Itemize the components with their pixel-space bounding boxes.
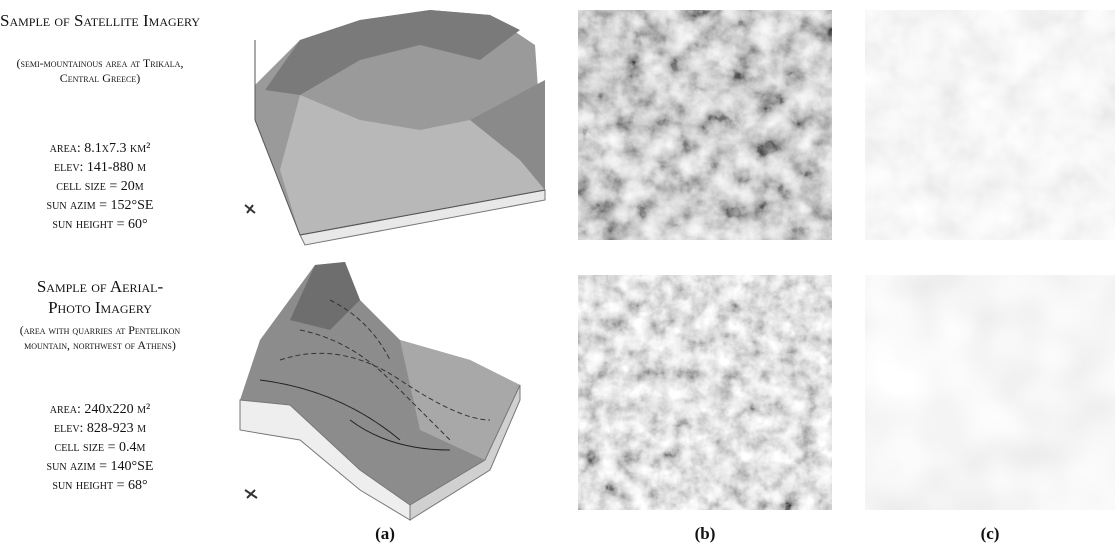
panel-detail: area: 8.1x7.3 km² — [0, 139, 200, 158]
caption: (c) — [960, 524, 1020, 544]
panel-detail: cell size = 0.4m — [0, 438, 200, 457]
panel-detail: sun azim = 152°SE — [0, 196, 200, 215]
panel-detail: sun height = 68° — [0, 476, 200, 495]
panel-title: Sample of Aerial-Photo Imagery — [20, 276, 180, 318]
caption: (a) — [355, 524, 415, 544]
caption: (b) — [675, 524, 735, 544]
panel-description: (semi-mountainous area at Trikala, Centr… — [10, 56, 190, 86]
panel-description: (area with quarries at Pentelikon mounta… — [10, 323, 190, 353]
shaded-relief-bottom — [865, 275, 1115, 510]
surface-plot-top — [245, 10, 545, 245]
shaded-relief-top — [865, 10, 1115, 240]
panel-title: Sample of Satellite Imagery — [0, 10, 200, 31]
panel-detail: elev: 141-880 m — [0, 158, 200, 177]
surface-plot-bottom — [240, 262, 520, 520]
panel-detail: area: 240x220 m² — [0, 400, 200, 419]
satellite-image — [578, 10, 832, 240]
panel-detail: elev: 828-923 m — [0, 419, 200, 438]
panel-detail: sun height = 60° — [0, 215, 200, 234]
panel-detail: cell size = 20m — [0, 177, 200, 196]
figure: Sample of Satellite Imagery (semi-mounta… — [0, 0, 1115, 550]
aerial-photo — [578, 275, 832, 510]
panel-detail: sun azim = 140°SE — [0, 457, 200, 476]
